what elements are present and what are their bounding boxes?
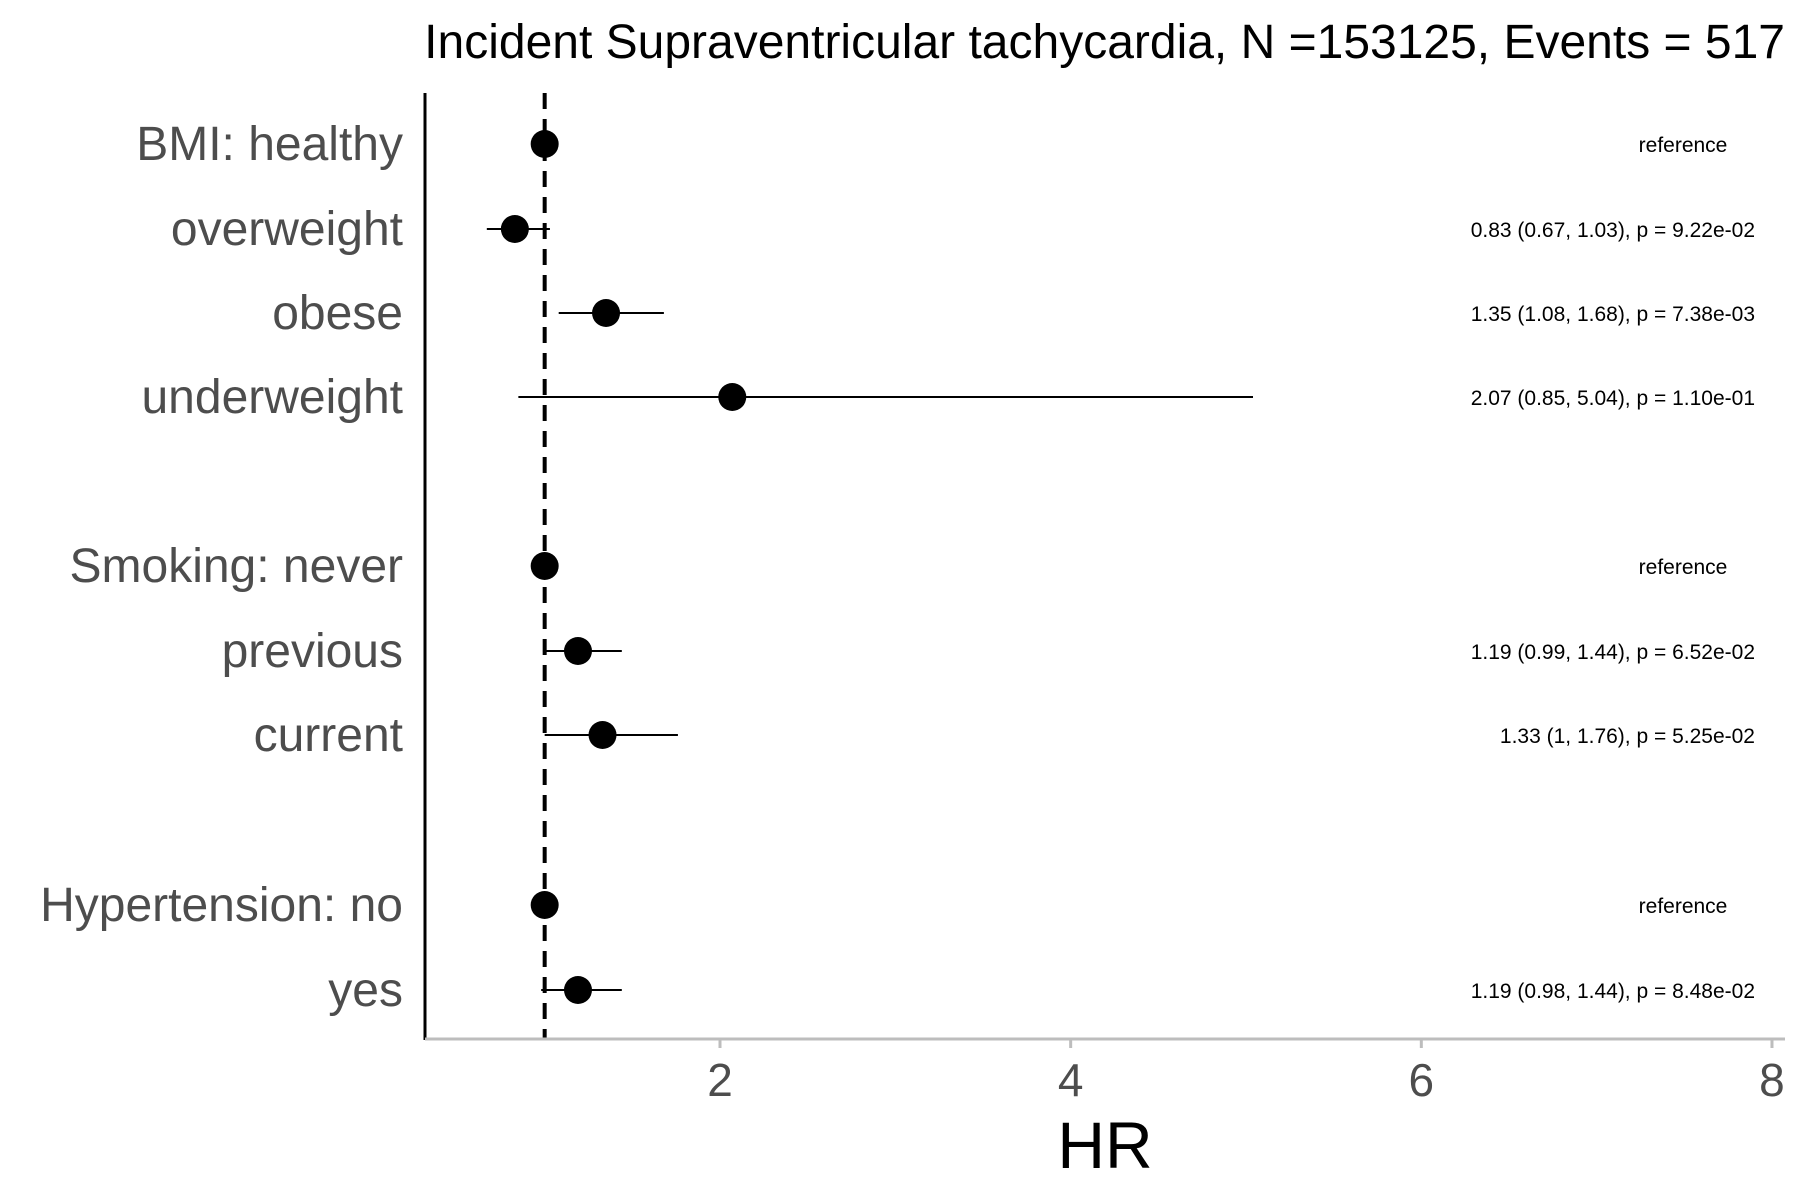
row-label: yes <box>328 964 403 1017</box>
table-row: overweight 0.83 (0.67, 1.03), p = 9.22e-0… <box>171 203 1755 256</box>
row-annotation: 1.35 (1.08, 1.68), p = 7.38e-03 <box>1471 303 1755 326</box>
hr-point <box>718 383 747 411</box>
chart-title: Incident Supraventricular tachycardia, N… <box>424 16 1785 69</box>
hr-point <box>500 215 529 243</box>
hr-point <box>563 976 592 1004</box>
row-label: Hypertension: no <box>40 879 403 932</box>
table-row: current 1.33 (1, 1.76), p = 5.25e-02 <box>254 709 1755 762</box>
table-row: yes 1.19 (0.98, 1.44), p = 8.48e-02 <box>328 964 1755 1017</box>
row-annotation: 0.83 (0.67, 1.03), p = 9.22e-02 <box>1471 219 1755 242</box>
table-row: Hypertension: no reference <box>40 879 1727 932</box>
x-tick-label: 6 <box>1409 1054 1435 1106</box>
table-row: underweight 2.07 (0.85, 5.04), p = 1.10e-… <box>141 371 1755 424</box>
row-label: obese <box>272 287 403 340</box>
row-annotation: 2.07 (0.85, 5.04), p = 1.10e-01 <box>1471 387 1755 410</box>
row-annotation: reference <box>1639 895 1728 918</box>
row-label: BMI: healthy <box>136 118 403 171</box>
hr-point <box>592 299 621 327</box>
row-label: Smoking: never <box>70 540 404 593</box>
hr-point <box>563 637 592 665</box>
row-annotation: reference <box>1639 134 1728 157</box>
row-label: current <box>254 709 403 762</box>
x-axis-title: HR <box>1057 1108 1152 1182</box>
row-annotation: reference <box>1639 556 1728 579</box>
table-row: Smoking: never reference <box>70 540 1728 593</box>
x-tick-label: 2 <box>707 1054 733 1106</box>
row-label: overweight <box>171 203 403 256</box>
row-label: underweight <box>141 371 403 424</box>
table-row: BMI: healthy reference <box>136 118 1727 171</box>
table-row: previous 1.19 (0.99, 1.44), p = 6.52e-02 <box>222 625 1755 678</box>
hr-point <box>588 721 617 749</box>
x-tick-label: 4 <box>1058 1054 1084 1106</box>
row-label: previous <box>222 625 403 678</box>
x-axis-ticks: 2 4 6 8 <box>707 1040 1785 1106</box>
hr-point <box>530 130 559 158</box>
row-annotation: 1.19 (0.99, 1.44), p = 6.52e-02 <box>1471 641 1755 664</box>
row-annotation: 1.33 (1, 1.76), p = 5.25e-02 <box>1500 725 1755 748</box>
plot-rows: BMI: healthy reference overweight 0.83 (0.6… <box>40 118 1755 1017</box>
table-row: obese 1.35 (1.08, 1.68), p = 7.38e-03 <box>272 287 1755 340</box>
x-tick-label: 8 <box>1759 1054 1785 1106</box>
row-annotation: 1.19 (0.98, 1.44), p = 8.48e-02 <box>1471 980 1755 1003</box>
